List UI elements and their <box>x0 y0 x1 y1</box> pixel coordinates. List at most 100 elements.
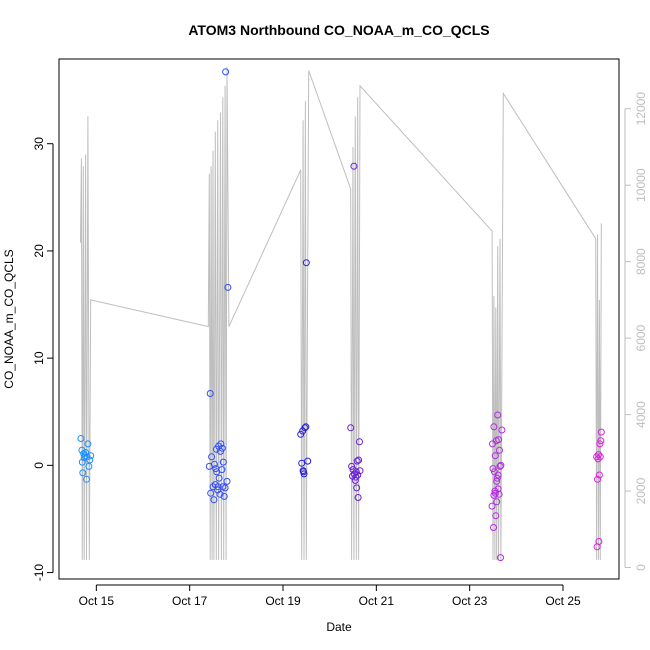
data-point <box>218 444 226 452</box>
data-point <box>493 477 501 485</box>
y-tick-label: 20 <box>32 244 46 258</box>
data-point <box>209 483 217 491</box>
data-point <box>353 484 361 492</box>
data-point <box>214 483 222 491</box>
data-point <box>299 467 307 475</box>
data-point <box>597 437 605 445</box>
altitude-line-layer <box>80 66 602 560</box>
x-tick-label: Oct 21 <box>359 594 395 608</box>
data-point <box>83 475 90 483</box>
data-point <box>212 465 220 473</box>
data-point <box>595 471 603 479</box>
data-point <box>87 452 95 460</box>
data-point <box>350 470 358 478</box>
data-point <box>595 451 602 459</box>
right-tick-label: 8000 <box>634 248 648 275</box>
data-point <box>354 494 362 501</box>
data-point <box>304 457 312 465</box>
data-point <box>86 456 94 464</box>
data-point <box>494 471 502 479</box>
x-tick-label: Oct 15 <box>79 594 115 608</box>
data-point <box>224 283 232 291</box>
right-tick-label: 12000 <box>634 92 648 126</box>
right-tick-label: 6000 <box>634 324 648 351</box>
scatter-points-layer <box>77 68 605 562</box>
data-point <box>497 554 504 562</box>
data-point <box>496 462 504 470</box>
data-point <box>490 524 497 531</box>
data-point <box>79 469 87 477</box>
y-tick-label: 30 <box>32 137 46 151</box>
data-point <box>490 423 498 431</box>
data-point <box>223 477 231 485</box>
data-point <box>353 457 361 465</box>
data-point <box>217 440 225 448</box>
x-tick-label: Oct 19 <box>265 594 301 608</box>
data-point <box>82 449 90 456</box>
data-point <box>356 438 363 446</box>
x-tick-label: Oct 25 <box>545 594 581 608</box>
data-point <box>595 538 603 545</box>
data-point <box>354 471 362 479</box>
data-point <box>596 453 604 461</box>
data-point <box>221 484 229 492</box>
y-tick-label: 10 <box>32 351 46 365</box>
data-point <box>301 424 309 432</box>
data-point <box>594 475 601 483</box>
data-point <box>352 473 360 481</box>
data-point <box>355 456 363 464</box>
right-tick-label: 4000 <box>634 401 648 428</box>
data-point <box>302 259 310 267</box>
data-point <box>298 459 306 467</box>
data-point <box>208 453 216 461</box>
data-point <box>206 390 214 397</box>
y-tick-label: -10 <box>32 564 46 582</box>
data-point <box>216 490 224 498</box>
data-point <box>300 470 308 478</box>
data-point <box>498 426 506 434</box>
right-tick-label: 2000 <box>634 477 648 504</box>
x-axis-label: Date <box>326 620 352 634</box>
data-point <box>496 446 503 454</box>
y-tick-label: 0 <box>32 462 46 469</box>
data-point <box>347 424 355 432</box>
data-point <box>352 468 360 476</box>
x-axis: Oct 15 Oct 17 Oct 19 Oct 21 Oct 23 Oct 25 <box>79 584 581 608</box>
data-point <box>222 68 230 76</box>
data-point <box>78 458 86 466</box>
data-point <box>350 162 358 170</box>
data-point <box>497 461 505 469</box>
data-point <box>492 512 500 520</box>
data-point <box>493 498 501 506</box>
right-axis: 0 2000 4000 6000 8000 10000 12000 <box>624 92 648 571</box>
y-axis-label: CO_NOAA_m_CO_QCLS <box>2 249 16 388</box>
y-axis: -10 0 10 20 30 <box>32 137 54 582</box>
right-tick-label: 0 <box>634 564 648 571</box>
data-point <box>495 436 503 444</box>
plot-frame <box>58 58 620 580</box>
data-point <box>493 474 501 482</box>
altitude-line <box>80 66 602 560</box>
data-point <box>220 492 228 500</box>
data-point <box>77 435 85 442</box>
data-point <box>348 462 356 470</box>
data-point <box>302 423 310 431</box>
data-point <box>594 455 602 463</box>
data-point <box>495 490 503 498</box>
chart-title: ATOM3 Northbound CO_NOAA_m_CO_QCLS <box>188 22 489 38</box>
data-point <box>85 462 93 470</box>
x-tick-label: Oct 23 <box>452 594 488 608</box>
data-point <box>597 428 605 436</box>
data-point <box>489 465 497 473</box>
data-point <box>84 440 92 448</box>
data-point <box>210 460 218 468</box>
data-point <box>488 502 496 510</box>
data-point <box>494 411 502 419</box>
data-point <box>491 452 499 460</box>
right-tick-label: 10000 <box>634 168 648 202</box>
data-point <box>207 489 215 497</box>
data-point <box>219 458 227 466</box>
data-point <box>210 496 218 504</box>
data-point <box>78 446 86 454</box>
